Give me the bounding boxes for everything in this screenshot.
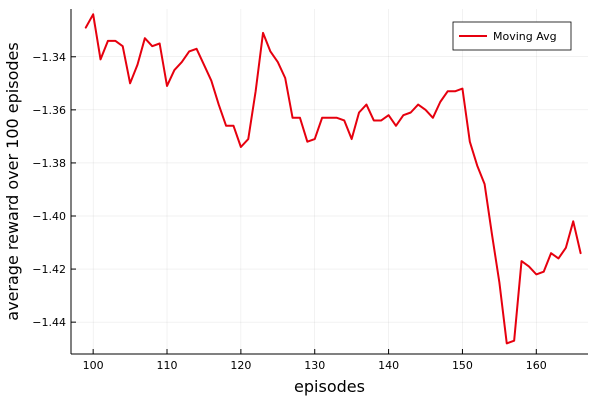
- x-tick-label: 110: [157, 359, 178, 372]
- x-tick-label: 140: [378, 359, 399, 372]
- y-tick-label: −1.36: [32, 104, 66, 117]
- x-tick-label: 100: [83, 359, 104, 372]
- x-tick-label: 130: [304, 359, 325, 372]
- x-tick-label: 160: [526, 359, 547, 372]
- x-axis-label: episodes: [294, 377, 365, 396]
- y-tick-label: −1.44: [32, 316, 66, 329]
- axes: [70, 9, 588, 355]
- y-tick-label: −1.38: [32, 157, 66, 170]
- y-tick-label: −1.40: [32, 210, 66, 223]
- x-tick-label: 120: [230, 359, 251, 372]
- series-layer: [84, 13, 582, 345]
- series-line-moving-avg: [84, 13, 582, 345]
- grid: [71, 9, 588, 354]
- legend: Moving Avg: [452, 21, 572, 51]
- y-tick-label: −1.34: [32, 51, 66, 64]
- legend-label: Moving Avg: [493, 30, 557, 43]
- y-tick-label: −1.42: [32, 263, 66, 276]
- y-axis-label: average reward over 100 episodes: [3, 42, 22, 320]
- ticks: 100 110 120 130 140 150 160 −1.34 −1.36 −1.38 −1.4…: [32, 51, 547, 372]
- x-tick-label: 150: [452, 359, 473, 372]
